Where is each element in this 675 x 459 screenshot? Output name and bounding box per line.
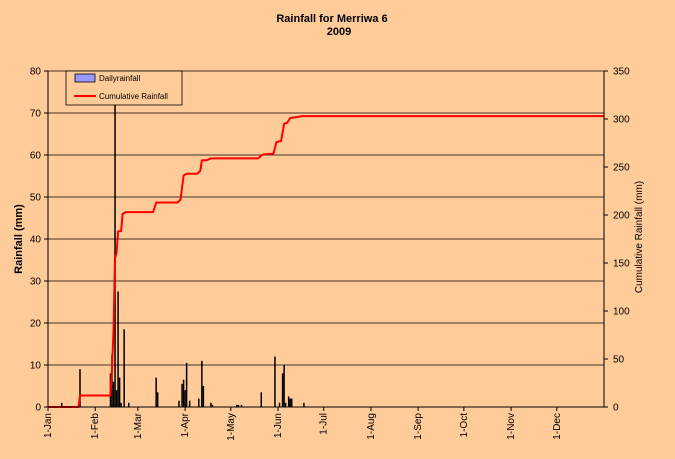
x-tick-label: 1-Mar — [133, 412, 144, 439]
y2-tick-label: 100 — [613, 307, 630, 318]
daily-rainfall-bar — [118, 377, 121, 407]
daily-rainfall-bar — [188, 400, 191, 407]
legend-bar-swatch — [74, 73, 96, 83]
daily-rainfall-bar — [117, 291, 119, 407]
y-tick-label: 10 — [30, 361, 42, 372]
x-tick-label: 1-Dec — [552, 413, 563, 440]
daily-rainfall-bar — [289, 398, 291, 407]
x-tick-label: 1-Jun — [273, 413, 284, 438]
daily-rainfall-bar — [281, 373, 284, 407]
y-tick-label: 20 — [30, 319, 42, 330]
legend-label-daily: Dailyrainfall — [99, 74, 141, 83]
legend: Dailyrainfall Cumulative Rainfall — [65, 70, 183, 106]
daily-rainfall-bar — [181, 383, 183, 407]
chart-title: Rainfall for Merriwa 6 — [276, 13, 387, 25]
daily-rainfall-bar — [283, 365, 285, 407]
daily-rainfall-bar — [274, 356, 276, 407]
x-tick-label: 1-Aug — [366, 413, 377, 440]
axes: 0 10 20 30 40 50 60 70 80 0 50 100 150 200 250 300 350 1-… — [30, 67, 630, 441]
y2-tick-label: 50 — [613, 355, 625, 366]
y2-tick-label: 350 — [613, 67, 630, 78]
y-tick-label: 50 — [30, 193, 42, 204]
daily-rainfall-bar — [211, 404, 214, 407]
y-tick-label: 60 — [30, 151, 42, 162]
daily-rainfall-bar — [290, 398, 293, 407]
y-axis-label: Rainfall (mm) — [13, 204, 25, 274]
x-tick-label: 1-Sep — [413, 413, 424, 440]
y2-tick-label: 150 — [613, 259, 630, 270]
cumulative-rainfall-line-group — [48, 115, 604, 408]
daily-rainfall-bar — [278, 402, 281, 407]
daily-rainfall-bar — [260, 392, 263, 407]
daily-rainfall-bar — [202, 386, 205, 407]
y2-axis-label: Cumulative Rainfall (mm) — [634, 181, 645, 293]
y2-tick-label: 200 — [613, 211, 630, 222]
x-tick-label: 1-Apr — [180, 412, 191, 437]
daily-rainfall-bar — [79, 369, 81, 407]
x-tick-label: 1-Feb — [90, 413, 101, 440]
y-tick-label: 80 — [30, 67, 42, 78]
x-tick-label: 1-Oct — [459, 413, 470, 438]
daily-rainfall-bar — [198, 398, 200, 407]
daily-rainfall-bar — [127, 402, 130, 407]
daily-rainfall-bar — [156, 392, 159, 407]
daily-rainfall-bar — [123, 329, 125, 407]
daily-rainfall-bar — [184, 390, 186, 407]
daily-rainfall-bar — [201, 360, 203, 407]
daily-rainfall-bar — [240, 404, 243, 407]
daily-rainfall-bar — [237, 404, 240, 407]
y-tick-label: 0 — [35, 403, 41, 414]
daily-rainfall-bar — [120, 402, 122, 407]
y-tick-label: 40 — [30, 235, 42, 246]
cumulative-rainfall-line — [48, 115, 604, 408]
y2-tick-label: 0 — [613, 403, 619, 414]
legend-label-cumulative: Cumulative Rainfall — [99, 92, 168, 101]
daily-rainfall-bar — [210, 402, 212, 407]
daily-rainfall-bar — [303, 402, 305, 407]
x-tick-label: 1-Jan — [43, 413, 54, 438]
y2-tick-label: 300 — [613, 115, 630, 126]
daily-rainfall-bar — [236, 404, 238, 407]
daily-rainfall-bar — [185, 362, 188, 407]
chart-subtitle: 2009 — [327, 26, 351, 38]
daily-rainfall-bar — [112, 381, 115, 407]
y2-tick-label: 250 — [613, 163, 630, 174]
y-tick-label: 70 — [30, 109, 42, 120]
daily-rainfall-bar — [287, 396, 290, 407]
grid-lines — [48, 70, 604, 366]
daily-rainfall-bar — [115, 390, 118, 407]
x-tick-label: 1-May — [226, 413, 237, 441]
daily-rainfall-bar — [284, 402, 287, 407]
x-tick-label: 1-Jul — [319, 413, 330, 435]
y-tick-label: 30 — [30, 277, 42, 288]
daily-rainfall-bar — [178, 400, 180, 407]
daily-rainfall-bar — [60, 402, 63, 407]
daily-rainfall-bar — [155, 377, 157, 407]
daily-rainfall-bar — [182, 379, 185, 407]
x-tick-label: 1-Nov — [506, 413, 517, 440]
